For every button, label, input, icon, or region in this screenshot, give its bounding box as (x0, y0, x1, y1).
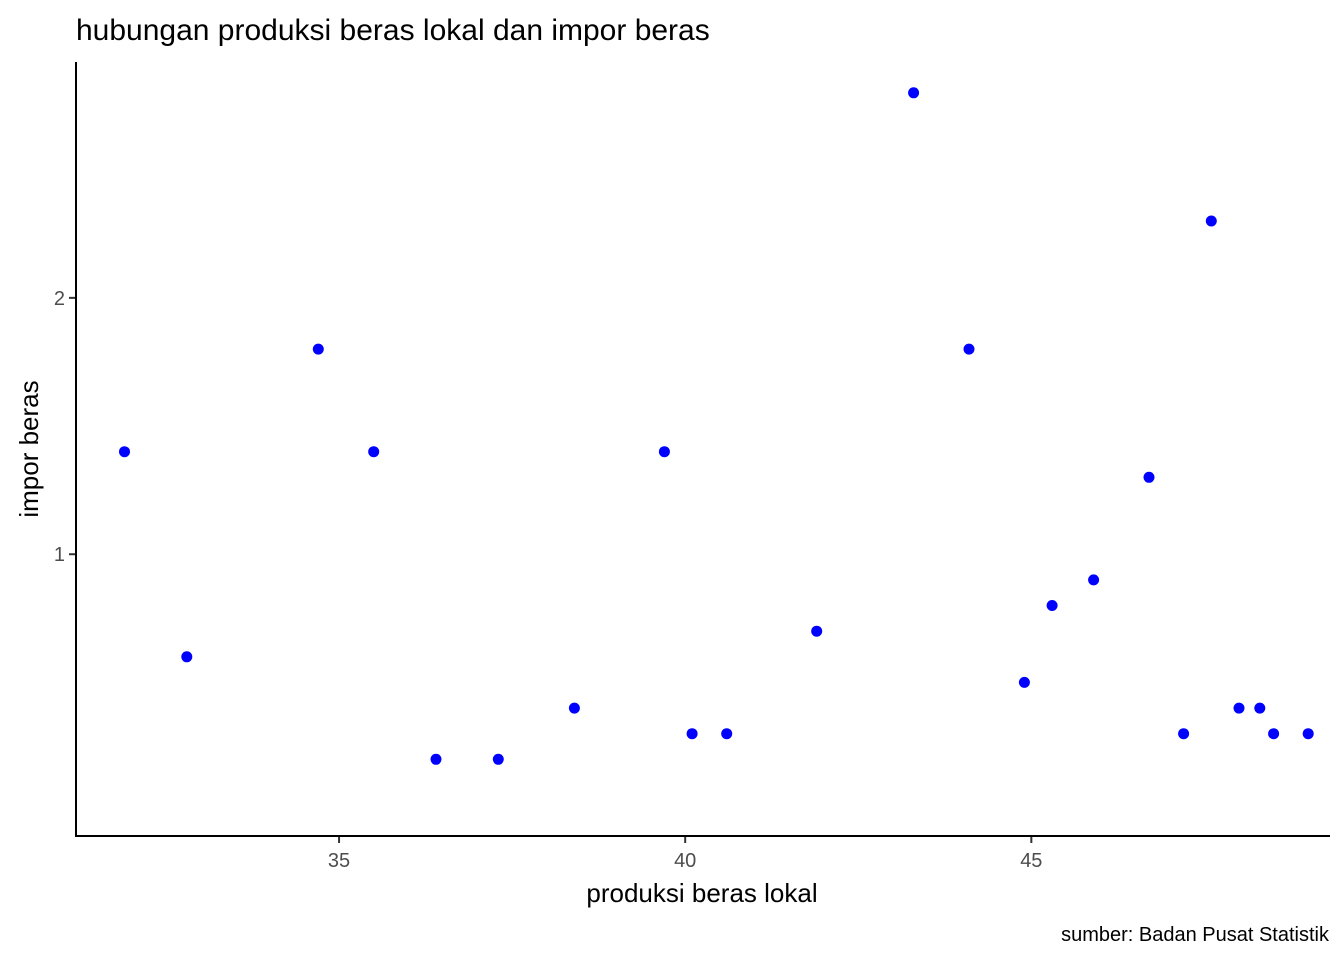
data-point-15 (1046, 600, 1058, 611)
data-point-21 (1254, 702, 1266, 714)
y-tick-label-2: 2 (54, 288, 65, 310)
data-point-3 (312, 343, 324, 355)
x-tick-label-45: 45 (1020, 850, 1042, 872)
x-tick-label-35: 35 (328, 850, 350, 872)
points-layer (119, 87, 1314, 765)
data-point-18 (1178, 728, 1190, 740)
x-axis-title: produksi beras lokal (586, 878, 817, 908)
data-point-10 (721, 728, 733, 740)
data-point-6 (492, 753, 504, 765)
data-point-2 (181, 651, 193, 663)
data-point-20 (1233, 702, 1245, 714)
data-point-4 (368, 446, 380, 458)
data-point-12 (908, 87, 920, 99)
data-point-8 (658, 446, 670, 458)
data-point-22 (1268, 728, 1280, 740)
chart-title: hubungan produksi beras lokal dan impor … (76, 14, 710, 47)
data-point-1 (119, 446, 130, 458)
data-point-5 (430, 753, 442, 765)
data-point-13 (963, 343, 975, 355)
data-point-9 (686, 728, 698, 740)
data-point-14 (1018, 676, 1030, 688)
data-point-11 (811, 625, 823, 637)
x-tick-label-40: 40 (674, 850, 696, 872)
data-point-7 (568, 702, 580, 714)
ticks-layer: 35 40 45 1 2 (54, 288, 1043, 872)
y-tick-label-1: 1 (54, 544, 65, 566)
chart-caption: sumber: Badan Pusat Statistik (1061, 924, 1330, 946)
y-axis-title: impor beras (14, 380, 44, 517)
data-point-23 (1302, 728, 1314, 740)
data-point-19 (1205, 215, 1217, 227)
data-point-16 (1088, 574, 1100, 586)
data-point-17 (1143, 471, 1155, 483)
